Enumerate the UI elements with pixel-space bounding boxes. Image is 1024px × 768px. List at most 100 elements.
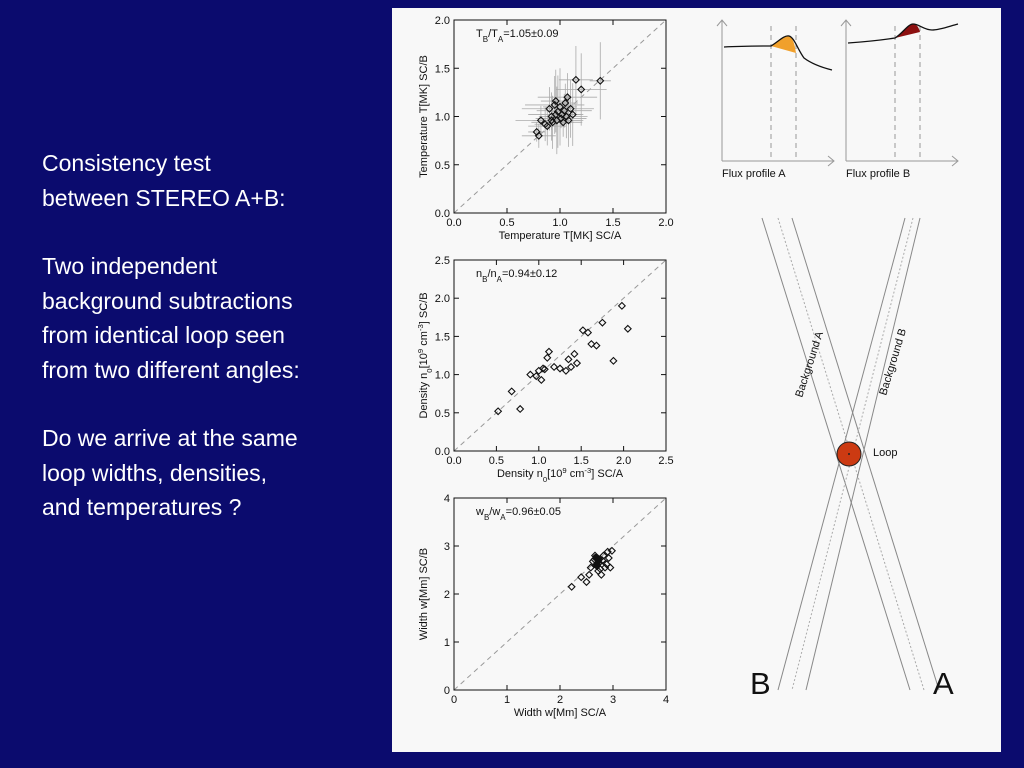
y-tick-label: 2.5 — [435, 255, 450, 267]
y-tick-label: 0 — [444, 685, 450, 697]
plot-frame — [453, 259, 667, 452]
data-point — [587, 339, 596, 349]
y-tick-label: 2.0 — [435, 293, 450, 305]
data-point — [545, 104, 554, 113]
data-point — [549, 362, 559, 372]
x-tick-label: 0.5 — [499, 217, 514, 229]
background-b-center — [791, 217, 914, 691]
data-point — [623, 324, 632, 333]
method-paragraph: Two independent background subtractions … — [42, 253, 300, 383]
data-point — [561, 98, 570, 108]
data-point — [561, 366, 571, 375]
data-point — [564, 116, 573, 125]
loop-center-dot — [848, 453, 850, 455]
x-axis-label: Temperature T[MK] SC/A — [499, 230, 622, 242]
data-point — [598, 318, 607, 327]
y-tick-label: 0.0 — [435, 446, 450, 458]
x-tick-label: 3 — [610, 694, 616, 706]
x-tick-label: 1 — [504, 694, 510, 706]
data-point — [586, 563, 595, 572]
x-tick-label: 0 — [451, 694, 457, 706]
data-point — [547, 116, 556, 125]
x-tick-label: 1.0 — [531, 455, 546, 467]
data-point — [536, 116, 545, 125]
x-tick-label: 2.5 — [658, 455, 673, 467]
data-point — [538, 364, 548, 373]
data-point — [568, 110, 577, 119]
data-point — [592, 341, 601, 350]
x-tick-label: 4 — [663, 694, 669, 706]
x-tick-label: 0.0 — [446, 217, 461, 229]
data-point — [577, 573, 586, 582]
x-tick-label: 0.0 — [446, 455, 461, 467]
x-tick-label: 2.0 — [616, 455, 631, 467]
identity-line — [453, 19, 667, 214]
x-tick-label: 1.0 — [552, 217, 567, 229]
data-point — [597, 570, 606, 579]
flux-b-label: Flux profile B — [846, 168, 910, 180]
y-tick-label: 1.5 — [435, 63, 450, 75]
flux-a-excess-fill — [771, 35, 796, 53]
y-tick-label: 2 — [444, 589, 450, 601]
y-tick-label: 0.0 — [435, 208, 450, 220]
intro-paragraph: Consistency test between STEREO A+B: — [42, 150, 286, 211]
background-b-label: Background B — [877, 327, 909, 397]
background-a-label: Background A — [793, 329, 826, 398]
data-point — [566, 362, 576, 372]
data-point — [599, 551, 608, 560]
data-point — [543, 353, 552, 362]
data-point — [532, 372, 541, 381]
x-tick-label: 2 — [557, 694, 563, 706]
flux-b-excess-fill — [895, 24, 920, 38]
y-axis-label: Temperature T[MK] SC/B — [418, 55, 430, 178]
ratio-annotation: wB/wA=0.96±0.05 — [475, 506, 561, 522]
ratio-annotation: nB/nA=0.94±0.12 — [476, 268, 557, 284]
figure-panel: 0.0 0.5 1.0 1.5 2.0 0.0 0.5 1.0 1.5 2.0 Temperatur… — [392, 8, 1001, 752]
data-point — [578, 326, 587, 335]
x-tick-label: 2.0 — [658, 217, 673, 229]
background-b-edge-right — [805, 217, 921, 691]
data-point — [572, 359, 582, 368]
data-point — [606, 563, 615, 572]
data-point — [544, 347, 554, 356]
data-point — [566, 104, 575, 113]
data-point — [560, 106, 569, 115]
y-axis-label: Width w[Mm] SC/B — [418, 548, 430, 640]
flux-a-curve — [723, 35, 833, 71]
data-point — [564, 355, 573, 364]
flux-profile-b: Flux profile B — [840, 19, 959, 180]
y-tick-label: 3 — [444, 541, 450, 553]
data-point — [563, 93, 572, 102]
data-point — [582, 577, 591, 587]
line-of-sight-diagram: Loop Background A Background B B A — [750, 217, 954, 701]
flux-b-y-arrow — [840, 19, 852, 27]
data-point — [555, 364, 565, 373]
identity-line — [453, 259, 667, 452]
y-tick-label: 1.5 — [435, 331, 450, 343]
data-point — [543, 122, 552, 131]
data-point — [507, 387, 516, 396]
data-point — [609, 356, 618, 365]
background-a-edge-left — [761, 217, 911, 691]
y-tick-label: 1 — [444, 637, 450, 649]
identity-line — [453, 497, 667, 691]
background-a-edge-right — [791, 217, 940, 691]
x-tick-label: 0.5 — [489, 455, 504, 467]
flux-a-label: Flux profile A — [722, 168, 786, 180]
data-point — [617, 301, 626, 310]
figure-canvas: 0.0 0.5 1.0 1.5 2.0 0.0 0.5 1.0 1.5 2.0 Temperatur… — [416, 15, 959, 719]
data-point — [577, 85, 586, 94]
data-point — [570, 349, 579, 359]
data-point — [537, 375, 546, 385]
data-point — [555, 102, 565, 111]
view-b-label: B — [750, 666, 771, 701]
data-point — [526, 370, 535, 379]
question-paragraph: Do we arrive at the same loop widths, de… — [42, 425, 298, 520]
x-axis-label: Width w[Mm] SC/A — [514, 707, 607, 719]
flux-a-x-arrow — [827, 155, 835, 167]
y-tick-label: 1.0 — [435, 112, 450, 124]
data-point — [571, 75, 580, 84]
data-point — [516, 404, 525, 414]
data-point — [585, 570, 594, 579]
temperature-scatter-plot: 0.0 0.5 1.0 1.5 2.0 0.0 0.5 1.0 1.5 2.0 Temperatur… — [418, 15, 674, 242]
